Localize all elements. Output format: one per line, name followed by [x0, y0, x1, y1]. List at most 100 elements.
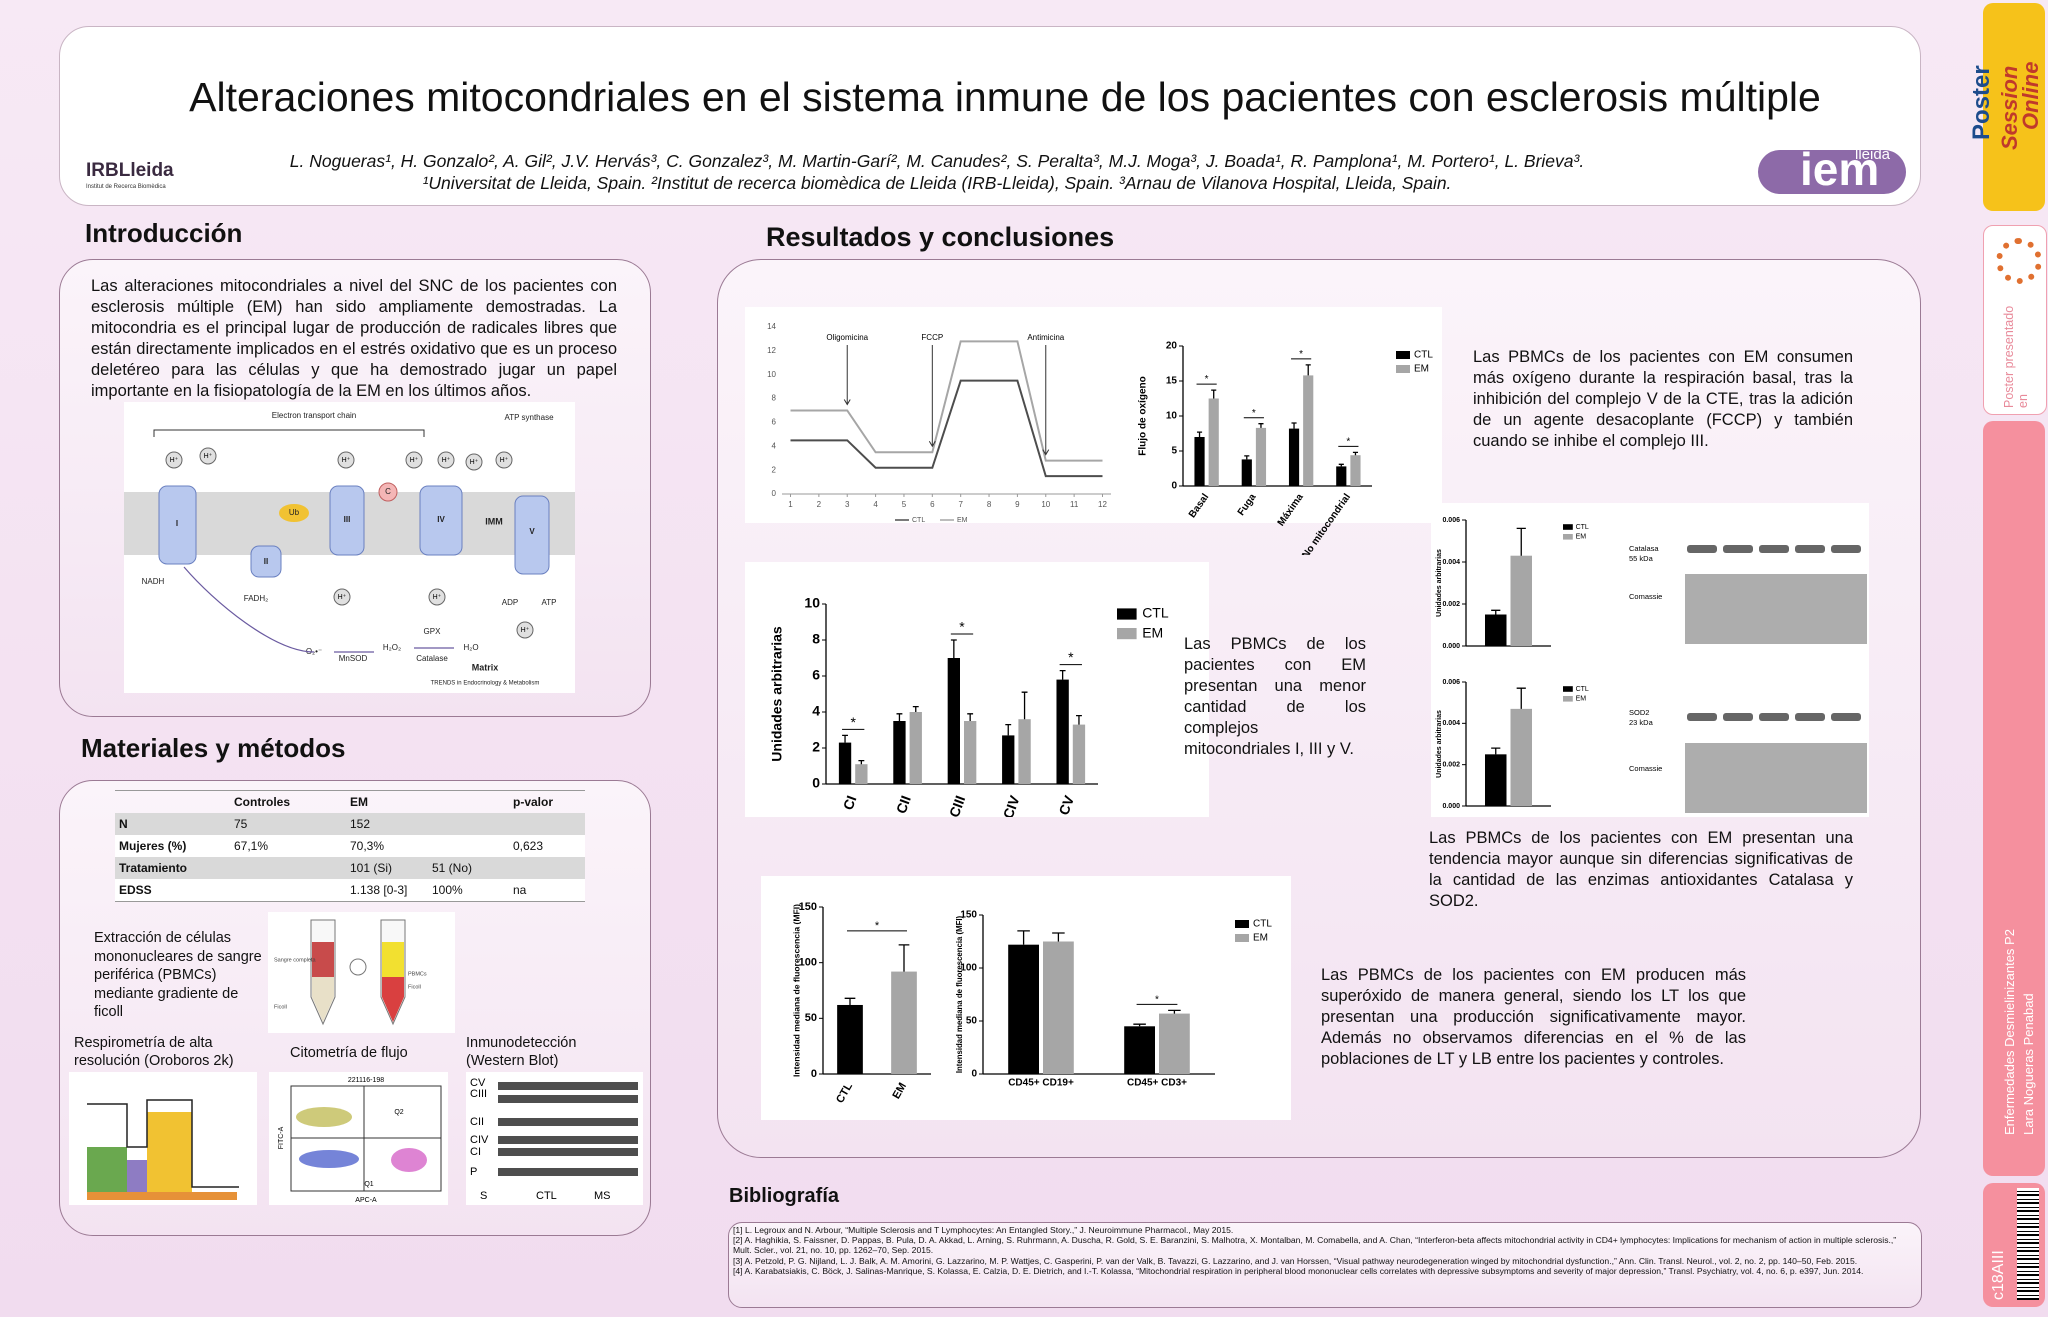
logo-right-main: iem [1800, 143, 1880, 195]
significance: * [1299, 349, 1303, 360]
bar [1124, 1026, 1155, 1074]
table-cell: Tratamiento [119, 861, 188, 875]
x-tick-label: 8 [987, 500, 992, 509]
figure-label: Electron transport chain [272, 411, 357, 420]
wb-label: CIV [470, 1134, 489, 1146]
y-axis-label: Unidades arbitrarias [1436, 710, 1443, 778]
chart: 0.000 0.002 0.004 0.006 Unidades arbitrarias… [1436, 679, 1589, 810]
proton: H⁺ [338, 594, 347, 601]
error-bar [1211, 389, 1217, 399]
cyto-cluster [296, 1107, 352, 1127]
wb-band [498, 1168, 638, 1176]
y-tick-label: 150 [960, 910, 977, 921]
error-bar [1491, 609, 1501, 615]
legend-label: CTL [1253, 919, 1272, 930]
proton: H⁺ [500, 457, 509, 464]
y-tick-label: 50 [805, 1012, 817, 1024]
table-row: N 75 152 [115, 813, 585, 835]
sidebar-logo [1996, 238, 2042, 284]
logo-right [1758, 150, 1906, 194]
proton-circle [465, 453, 483, 471]
bar [1303, 375, 1314, 486]
legend-swatch [1396, 351, 1410, 359]
resp-trace [87, 1099, 239, 1188]
significance: * [850, 714, 856, 730]
legend-label: CTL [1576, 524, 1589, 531]
y-tick-label: 5 [1171, 446, 1177, 457]
bar [837, 1004, 863, 1074]
error-bar [1052, 932, 1065, 942]
bar [1350, 455, 1361, 486]
x-tick-label: EM [890, 1081, 909, 1101]
figure-label: H₂O₂ [383, 643, 401, 652]
legend-swatch [1563, 524, 1573, 530]
error-bar [896, 713, 903, 721]
proton: H⁺ [410, 457, 419, 464]
bar [1159, 1013, 1190, 1074]
y-axis-label: Intensidad mediana de fluorescencia (MFI… [955, 915, 964, 1073]
blot-gel [1685, 574, 1867, 644]
figure-label: MnSOD [339, 654, 368, 663]
section-heading: Introducción [85, 218, 243, 248]
blot-band [1795, 545, 1825, 553]
y-tick-label: 150 [799, 901, 817, 913]
figure-label: Catalase [416, 654, 448, 663]
tube-label: Sangre completa [274, 957, 317, 963]
legend-label: CTL [1576, 686, 1589, 693]
table-row: EDSS 1.138 [0-3] 100% na [115, 879, 585, 902]
bar [947, 658, 960, 784]
y-tick-label: 10 [804, 595, 820, 611]
complex [250, 545, 282, 578]
x-tick-label: 3 [845, 500, 850, 509]
bar [1056, 679, 1069, 784]
error-bar [842, 734, 848, 743]
table-cell: 101 (Si) [350, 861, 393, 875]
proton-circle [333, 588, 351, 606]
blot-label: 55 kDa [1629, 554, 1654, 563]
significance: * [875, 920, 880, 932]
x-tick-label: 11 [1070, 500, 1079, 509]
chart: 0 2 4 6 8 10 Unidades arbitrarias CI CII CIII CIV C… [769, 595, 1169, 817]
proton-circle [437, 451, 455, 469]
sidebar-author: Lara Nogueras Penabad [2021, 993, 2036, 1135]
cytometry-label: Citometría de flujo [290, 1045, 408, 1061]
error-bar [1196, 431, 1203, 437]
demographics-table: Controles EM p-valor N 75 152 Mujeres (%) 67,1%… [115, 790, 585, 902]
legend-label: CTL [1414, 350, 1433, 361]
y-tick-label: 0.002 [1442, 601, 1460, 608]
x-tick-label: 4 [873, 500, 878, 509]
legend-label: EM [957, 517, 968, 523]
table-cell: Mujeres (%) [119, 839, 187, 853]
legend-swatch [1563, 686, 1573, 692]
error-bar [844, 997, 856, 1005]
table-cell: 70,3% [350, 839, 385, 853]
error-bar [1305, 364, 1311, 376]
bib-ref: [1] L. Legroux and N. Arbour, “Multiple … [733, 1225, 1234, 1235]
figure-label: ATP [542, 598, 557, 607]
y-tick-label: 0.000 [1442, 643, 1460, 650]
significance: * [1346, 437, 1350, 448]
resp-area [87, 1192, 237, 1200]
proton-circle [495, 451, 513, 469]
x-tick-label: 12 [1098, 500, 1107, 509]
proton-circle [405, 451, 423, 469]
blot-band [1687, 713, 1717, 721]
figure-label: ATP synthase [504, 413, 554, 422]
table: Controles EM p-valor N 75 152 Mujeres (%) 67,1%… [115, 790, 585, 902]
bar [891, 971, 917, 1074]
x-tick-label: 9 [1015, 500, 1020, 509]
y-tick-label: 0.000 [1442, 803, 1460, 810]
y-tick-label: 0 [772, 489, 777, 498]
mito-figure: Electron transport chain ATP synthaseIIII… [124, 402, 575, 693]
figure-label: Ub [289, 508, 300, 517]
significance: * [1252, 408, 1256, 419]
chart: 0.000 0.002 0.004 0.006 Unidades arbitrarias… [1436, 517, 1589, 650]
wb-label: S [480, 1190, 487, 1202]
error-bar [1005, 723, 1012, 736]
error-bar [1021, 691, 1028, 720]
x-tick-label: 6 [930, 500, 935, 509]
